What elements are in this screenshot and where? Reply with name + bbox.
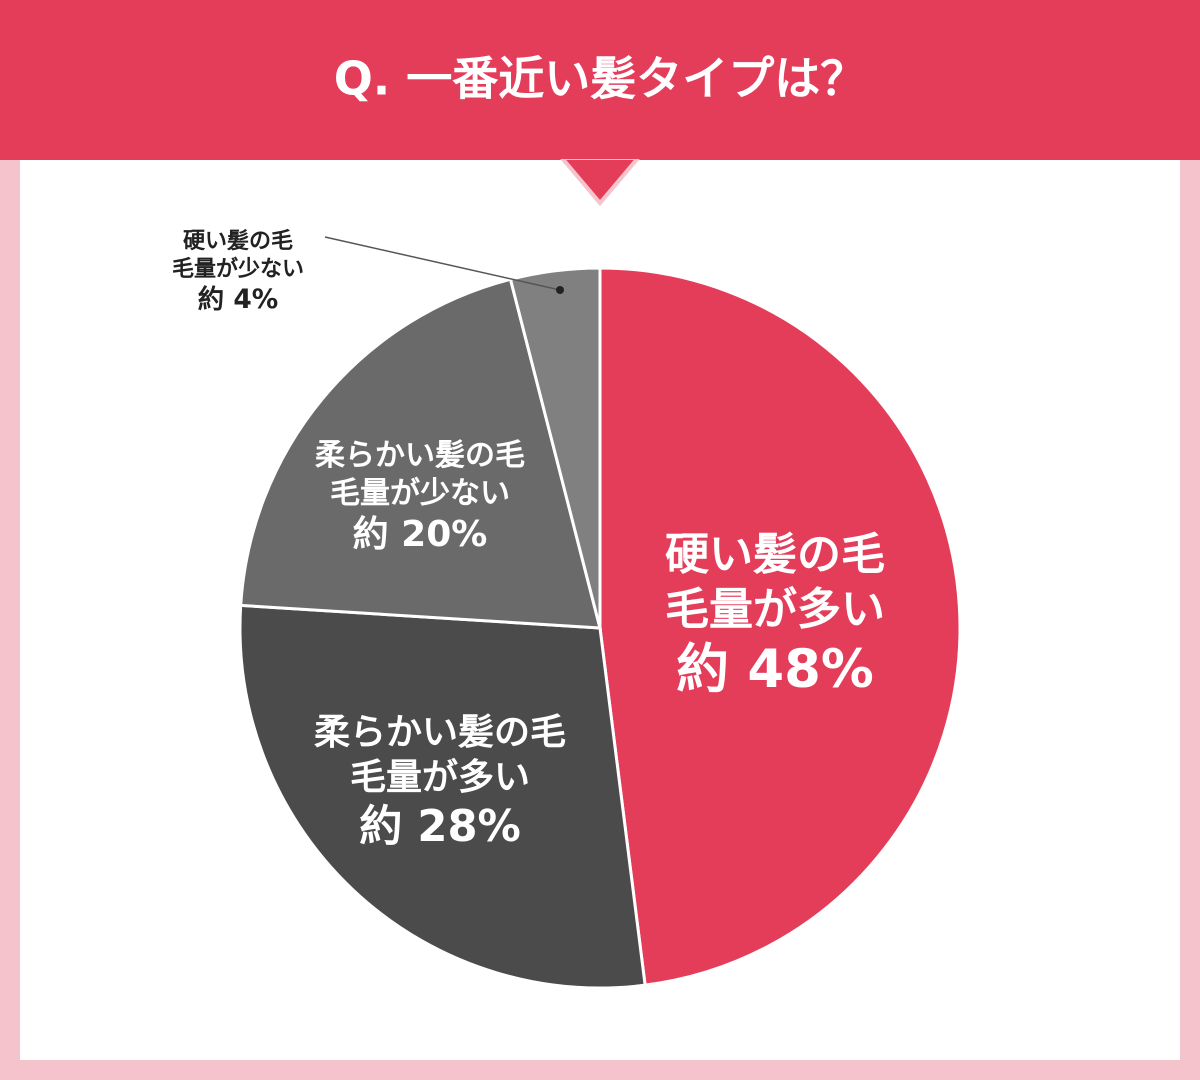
chart-title: Q. 一番近い髪タイプは？ bbox=[334, 52, 867, 106]
category-label: 硬い髪の毛 毛量が多い bbox=[665, 529, 885, 636]
slice-label: 柔らかい髪の毛 毛量が多い約 28% bbox=[314, 710, 566, 854]
pie-slice bbox=[238, 603, 647, 990]
pie bbox=[238, 266, 962, 990]
slice-label: 柔らかい髪の毛 毛量が少ない約 20% bbox=[315, 437, 525, 557]
leader-dot bbox=[556, 286, 564, 294]
category-label: 硬い髪の毛 毛量が少ない bbox=[171, 229, 305, 282]
header-band bbox=[0, 0, 1200, 160]
header-pointer-join bbox=[556, 150, 644, 159]
pie-slice bbox=[239, 277, 602, 630]
value-label: 約 48% bbox=[676, 639, 874, 701]
slice-label: 硬い髪の毛 毛量が多い約 48% bbox=[665, 527, 885, 703]
category-label: 柔らかい髪の毛 毛量が少ない bbox=[315, 438, 525, 511]
value-label: 約 20% bbox=[352, 514, 488, 555]
value-label: 約 4% bbox=[197, 284, 279, 315]
leader-line bbox=[324, 236, 561, 291]
pie-slice bbox=[598, 266, 962, 987]
value-label: 約 28% bbox=[359, 802, 521, 852]
category-label: 柔らかい髪の毛 毛量が多い bbox=[313, 712, 567, 798]
slice-label: 硬い髪の毛 毛量が少ない約 4% bbox=[172, 228, 304, 316]
